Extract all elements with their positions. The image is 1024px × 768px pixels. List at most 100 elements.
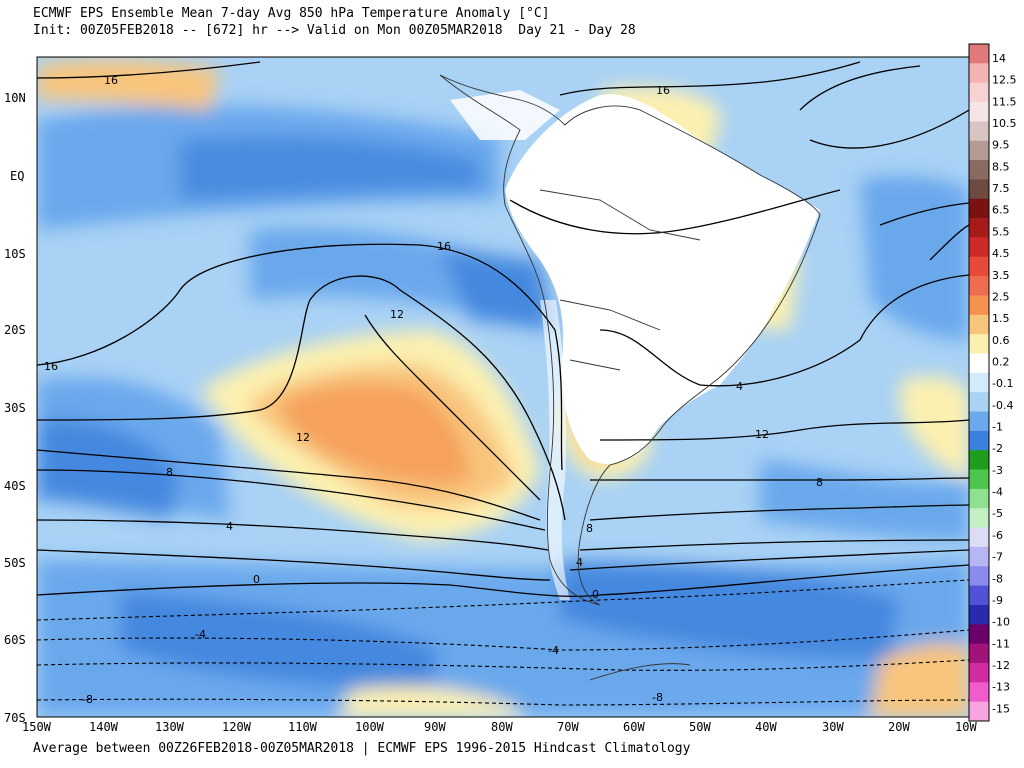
lon-label: 10W bbox=[955, 720, 977, 734]
map-title: ECMWF EPS Ensemble Mean 7-day Avg 850 hP… bbox=[33, 6, 550, 21]
colorbar-swatch bbox=[969, 102, 989, 122]
colorbar-swatch bbox=[969, 237, 989, 258]
contour-label: 0 bbox=[592, 588, 599, 601]
colorbar-swatch bbox=[969, 643, 989, 664]
latitude-labels: 10N EQ 10S 20S 30S 40S 50S 60S 70S bbox=[4, 91, 26, 725]
coastlines bbox=[439, 74, 821, 681]
colorbar-swatch bbox=[969, 218, 989, 238]
lat-label: 70S bbox=[4, 711, 26, 725]
contour-label: 8 bbox=[586, 522, 593, 535]
contour-label: 0 bbox=[253, 573, 260, 586]
colorbar-label: -15 bbox=[992, 702, 1010, 715]
lon-label: 60W bbox=[623, 720, 645, 734]
contour-label: -8 bbox=[652, 691, 663, 704]
colorbar-swatch bbox=[969, 63, 989, 84]
colorbar-label: 8.5 bbox=[992, 160, 1010, 173]
contour-label: -8 bbox=[82, 693, 93, 706]
colorbar-label: -5 bbox=[992, 507, 1003, 520]
colorbar-swatch bbox=[969, 198, 989, 219]
map-subtitle: Init: 00Z05FEB2018 -- [672] hr --> Valid… bbox=[33, 23, 636, 38]
colorbar-swatch bbox=[969, 624, 989, 645]
colorbar-swatch bbox=[969, 121, 989, 142]
colorbar-label: 0.2 bbox=[992, 356, 1010, 369]
colorbar-label: -10 bbox=[992, 616, 1010, 629]
colorbar-swatch bbox=[969, 179, 989, 200]
contour-label: -4 bbox=[195, 628, 206, 641]
contour-lines bbox=[37, 61, 969, 597]
contour-label: 12 bbox=[296, 431, 310, 444]
colorbar-swatch bbox=[969, 430, 989, 451]
colorbar-label: -7 bbox=[992, 551, 1003, 564]
contour-label: 8 bbox=[166, 466, 173, 479]
colorbar-label: -11 bbox=[992, 637, 1010, 650]
colorbar-label: 1.5 bbox=[992, 312, 1010, 325]
lat-label: 10S bbox=[4, 247, 26, 261]
contour-label: 16 bbox=[437, 240, 451, 253]
colorbar-label: -8 bbox=[992, 572, 1003, 585]
lon-label: 40W bbox=[755, 720, 777, 734]
contour-labels: 16 16 16 16 12 12 12 8 8 8 4 4 4 0 0 -4 … bbox=[44, 74, 823, 706]
lon-label: 150W bbox=[22, 720, 52, 734]
colorbar: 14 12.5 11.5 10.5 9.5 8.5 7.5 6.5 5.5 4.5 3.5 2.5 1.… bbox=[968, 43, 1017, 722]
colorbar-swatch bbox=[969, 469, 989, 490]
lon-label: 90W bbox=[424, 720, 446, 734]
contour-label: 4 bbox=[576, 556, 583, 569]
lat-label: 60S bbox=[4, 633, 26, 647]
colorbar-label: 6.5 bbox=[992, 204, 1010, 217]
lat-label: 50S bbox=[4, 556, 26, 570]
colorbar-label: 2.5 bbox=[992, 291, 1010, 304]
lon-label: 30W bbox=[822, 720, 844, 734]
lon-label: 80W bbox=[491, 720, 513, 734]
colorbar-swatch bbox=[969, 701, 989, 722]
colorbar-swatch bbox=[969, 276, 989, 296]
colorbar-swatch bbox=[969, 314, 989, 335]
colorbar-frame bbox=[968, 43, 990, 722]
colorbar-swatch bbox=[969, 334, 989, 354]
colorbar-label: 7.5 bbox=[992, 182, 1010, 195]
colorbar-swatch bbox=[969, 450, 989, 470]
colorbar-swatch bbox=[969, 140, 989, 161]
colorbar-label: -2 bbox=[992, 442, 1003, 455]
contour-label: -4 bbox=[548, 644, 559, 657]
lon-label: 50W bbox=[689, 720, 711, 734]
contour-label: 16 bbox=[104, 74, 118, 87]
lat-label: 10N bbox=[4, 91, 26, 105]
colorbar-label: 3.5 bbox=[992, 269, 1010, 282]
colorbar-swatch bbox=[969, 546, 989, 567]
contour-label: 12 bbox=[390, 308, 404, 321]
colorbar-label: 14 bbox=[992, 52, 1006, 65]
colorbar-swatch bbox=[969, 566, 989, 586]
colorbar-label: 11.5 bbox=[992, 95, 1017, 108]
colorbar-swatch bbox=[969, 682, 989, 703]
colorbar-label: 9.5 bbox=[992, 139, 1010, 152]
colorbar-swatch bbox=[969, 411, 989, 432]
lon-label: 70W bbox=[557, 720, 579, 734]
colorbar-label: -13 bbox=[992, 681, 1010, 694]
colorbar-swatch bbox=[969, 585, 989, 606]
lon-label: 130W bbox=[155, 720, 185, 734]
lon-label: 110W bbox=[288, 720, 318, 734]
colorbar-swatch bbox=[969, 256, 989, 277]
lon-label: 20W bbox=[888, 720, 910, 734]
lat-label: 20S bbox=[4, 323, 26, 337]
colorbar-swatch bbox=[969, 662, 989, 683]
colorbar-label: -9 bbox=[992, 594, 1003, 607]
colorbar-label: -0.1 bbox=[992, 377, 1013, 390]
contour-label: 4 bbox=[226, 520, 233, 533]
colorbar-swatch bbox=[969, 527, 989, 548]
colorbar-label: -1 bbox=[992, 421, 1003, 434]
colorbar-label: -0.4 bbox=[992, 399, 1013, 412]
lon-label: 100W bbox=[355, 720, 385, 734]
colorbar-label: 0.6 bbox=[992, 334, 1010, 347]
colorbar-swatch bbox=[969, 392, 989, 412]
negative-contours bbox=[37, 579, 969, 706]
contour-label: 16 bbox=[44, 360, 58, 373]
colorbar-swatch bbox=[969, 508, 989, 528]
colorbar-swatch bbox=[969, 82, 989, 103]
colorbar-swatch bbox=[969, 160, 989, 180]
colorbar-label: -4 bbox=[992, 486, 1003, 499]
colorbar-label: 12.5 bbox=[992, 74, 1017, 87]
colorbar-label: 4.5 bbox=[992, 247, 1010, 260]
contour-label: 8 bbox=[816, 476, 823, 489]
